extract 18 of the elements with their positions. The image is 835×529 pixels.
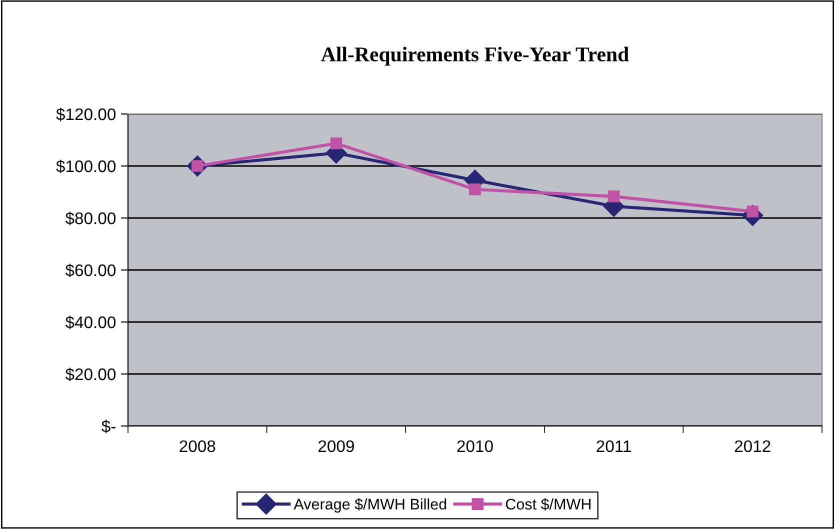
y-tick-label: $60.00 bbox=[65, 264, 116, 278]
legend-label: Average $/MWH Billed bbox=[294, 498, 446, 513]
x-tick-label: 2009 bbox=[318, 440, 354, 452]
y-tick-label: $120.00 bbox=[56, 108, 116, 122]
y-tick-label: $40.00 bbox=[65, 316, 116, 330]
x-tick-label: 2012 bbox=[734, 440, 770, 452]
y-tick-label: $100.00 bbox=[56, 160, 116, 174]
point bbox=[608, 190, 620, 202]
x-tick-label: 2010 bbox=[457, 440, 493, 452]
legend-label: Cost $/MWH bbox=[506, 498, 590, 510]
y-tick-label: $20.00 bbox=[65, 368, 116, 382]
point bbox=[330, 137, 342, 150]
x-tick-label: 2011 bbox=[596, 440, 631, 452]
y-tick-label: $80.00 bbox=[65, 212, 116, 226]
point bbox=[469, 183, 481, 196]
y-tick-label: $- bbox=[102, 420, 116, 434]
chart-title: All-Requirements Five-Year Trend bbox=[321, 46, 629, 66]
x-tick-label: 2008 bbox=[180, 440, 216, 452]
